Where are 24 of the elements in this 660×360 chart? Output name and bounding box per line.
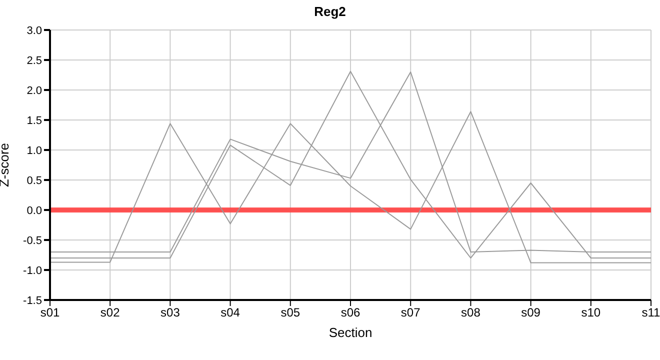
y-tick-label: 0.0 [26, 204, 42, 217]
y-tick-label: 2.5 [26, 54, 42, 67]
x-tick-label: s09 [521, 306, 541, 320]
x-tick-label: s11 [642, 306, 660, 320]
y-tick-label: -1.0 [23, 264, 42, 277]
y-tick-label: 2.0 [26, 84, 42, 97]
chart-title: Reg2 [313, 4, 347, 19]
x-tick-label: s07 [400, 306, 421, 320]
x-tick-label: s04 [220, 306, 240, 320]
x-tick-label: s01 [40, 306, 60, 320]
x-tick-label: s06 [340, 306, 360, 320]
y-axis-title: Z-score [0, 142, 12, 188]
x-tick-label: s02 [100, 306, 120, 320]
x-tick-label: s08 [461, 306, 481, 320]
y-tick-label: 3.0 [26, 24, 42, 37]
x-tick-label: s03 [160, 306, 180, 320]
x-tick-label: s10 [581, 306, 601, 320]
x-axis-title: Section [328, 325, 372, 340]
y-tick-label: 1.0 [26, 144, 42, 157]
y-tick-label: -0.5 [23, 234, 42, 247]
y-tick-label: -1.5 [23, 294, 42, 307]
y-tick-label: 1.5 [26, 114, 42, 127]
x-tick-label: s05 [280, 306, 300, 320]
y-tick-label: 0.5 [26, 174, 42, 187]
